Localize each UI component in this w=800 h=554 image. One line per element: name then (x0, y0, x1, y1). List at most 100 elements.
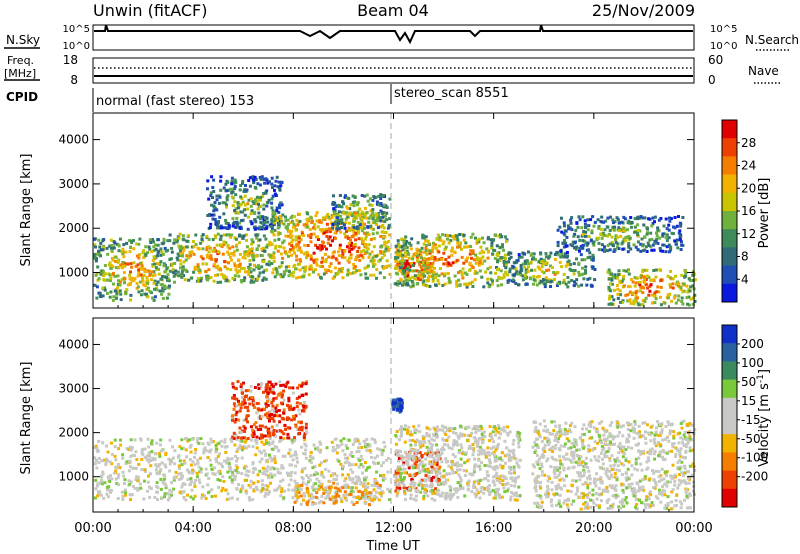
velocity-cell (110, 462, 114, 466)
power-cell (256, 239, 260, 243)
power-cell (409, 243, 413, 247)
power-cell (244, 184, 247, 187)
power-cell (680, 296, 684, 300)
velocity-cell (159, 477, 163, 481)
power-cell (201, 257, 205, 261)
power-cell (234, 268, 238, 272)
power-cell (634, 294, 638, 298)
velocity-cell (245, 394, 248, 398)
velocity-cell (295, 397, 299, 400)
velocity-cell (179, 472, 183, 475)
power-cell (112, 282, 115, 286)
power-cell (320, 229, 324, 233)
velocity-cell (406, 454, 410, 458)
velocity-cell (381, 490, 384, 494)
velocity-cell (494, 427, 497, 431)
velocity-cell (172, 478, 176, 482)
power-cell (653, 301, 657, 305)
power-cell (314, 261, 318, 265)
velocity-cell (277, 409, 281, 412)
velocity-cell (105, 492, 109, 496)
velocity-cell (462, 433, 466, 437)
power-cell (367, 243, 371, 247)
power-cell (120, 278, 124, 281)
power-cell (648, 284, 652, 288)
velocity-cell (268, 414, 272, 418)
velocity-cell (401, 481, 405, 485)
power-cell (548, 254, 552, 258)
velocity-cell (305, 380, 309, 384)
power-cell (289, 221, 293, 225)
power-cell (366, 226, 370, 229)
power-cell (523, 252, 526, 256)
velocity-cell (263, 434, 266, 438)
velocity-cell (341, 466, 344, 470)
power-cell (611, 244, 615, 248)
velocity-cell (428, 441, 432, 445)
power-cell (248, 263, 252, 267)
velocity-cell (151, 456, 155, 460)
power-cell (155, 288, 159, 292)
velocity-cell (328, 497, 332, 501)
velocity-cell (295, 490, 299, 494)
velocity-cell (470, 431, 474, 435)
power-cell (661, 243, 665, 247)
velocity-cell (224, 488, 228, 492)
velocity-cell (229, 467, 233, 471)
velocity-cell (413, 448, 417, 452)
velocity-cell (444, 457, 448, 461)
power-cell (172, 241, 176, 245)
power-cell (169, 257, 173, 261)
power-cell (206, 187, 209, 191)
power-cell (682, 282, 686, 286)
power-cell (239, 202, 243, 206)
power-cell (691, 273, 695, 277)
power-cell (246, 227, 250, 231)
power-cell (246, 250, 250, 253)
velocity-cell (303, 401, 306, 404)
power-cell (591, 256, 595, 260)
velocity-cell (350, 500, 354, 504)
power-cell (300, 230, 304, 234)
velocity-cell (318, 440, 322, 444)
power-cell (151, 264, 155, 268)
power-cell (388, 197, 392, 201)
power-cell (164, 276, 168, 279)
velocity-cell (291, 488, 295, 492)
velocity-cell (398, 397, 402, 401)
power-cell (120, 250, 124, 254)
power-cell (218, 195, 222, 199)
power-cell (654, 268, 658, 272)
velocity-cell (286, 380, 290, 384)
power-cell (504, 270, 508, 274)
power-cell (222, 274, 226, 278)
power-cell (607, 268, 611, 272)
velocity-cell (432, 467, 436, 471)
velocity-cell (378, 484, 382, 487)
power-cell (446, 272, 450, 275)
velocity-cell (331, 449, 335, 453)
power-cell (410, 261, 413, 265)
power-cell (561, 241, 565, 245)
velocity-cell (308, 478, 312, 482)
velocity-cell (403, 467, 407, 471)
velocity-cell (458, 449, 461, 453)
velocity-cell (305, 474, 309, 477)
power-cell (232, 181, 236, 185)
velocity-cell (328, 480, 332, 483)
velocity-cell (156, 486, 160, 490)
power-cell (262, 246, 266, 250)
power-region-2 (206, 175, 284, 231)
velocity-cell (246, 409, 250, 413)
velocity-cell (140, 449, 144, 452)
velocity-cell (373, 456, 377, 460)
power-cell (616, 228, 620, 232)
velocity-cell (296, 496, 300, 499)
power-cell (636, 233, 639, 236)
power-cell (383, 235, 387, 239)
power-cell (671, 282, 675, 286)
velocity-cell (460, 446, 464, 450)
velocity-cell (358, 442, 362, 446)
velocity-cell (270, 447, 274, 451)
